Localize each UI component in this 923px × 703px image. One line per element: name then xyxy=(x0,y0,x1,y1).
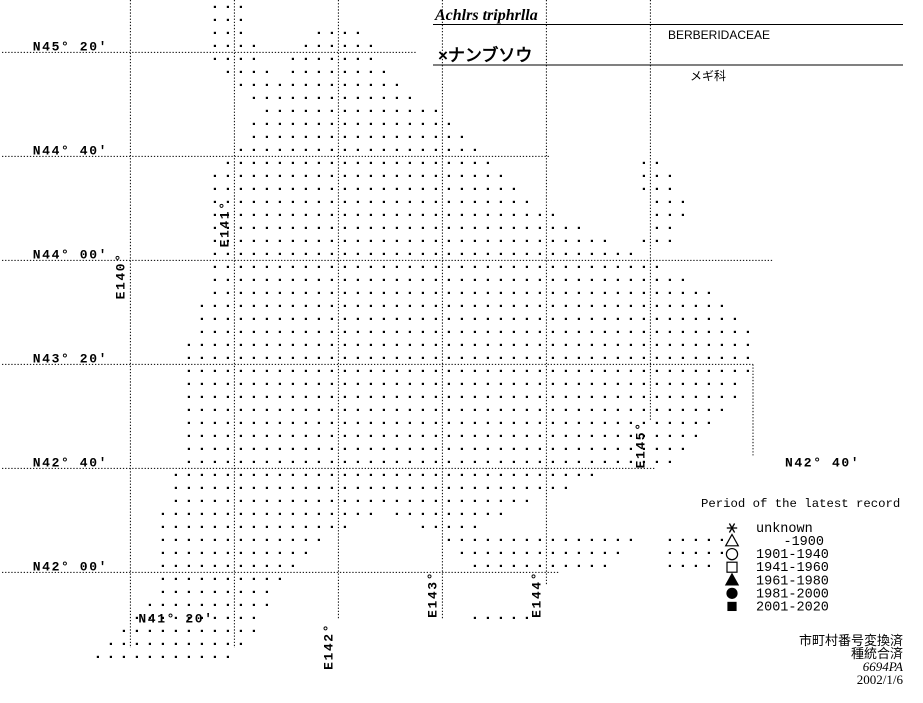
svg-text:N43° 20′: N43° 20′ xyxy=(33,351,108,366)
svg-text:N42° 00′: N42° 00′ xyxy=(33,559,108,574)
svg-text:N44° 40′: N44° 40′ xyxy=(33,143,108,158)
svg-text:N42° 40′: N42° 40′ xyxy=(33,455,108,470)
svg-text:E140°: E140° xyxy=(113,252,128,299)
svg-text:N45° 20′: N45° 20′ xyxy=(33,39,108,54)
svg-text:N44° 00′: N44° 00′ xyxy=(33,247,108,262)
svg-text:E144°: E144° xyxy=(529,571,544,618)
svg-text:E145°: E145° xyxy=(633,421,648,468)
svg-text:N41° 20′: N41° 20′ xyxy=(138,611,213,626)
svg-text:E142°: E142° xyxy=(321,623,336,670)
svg-text:E143°: E143° xyxy=(425,571,440,618)
svg-text:×ナンブソウ: ×ナンブソウ xyxy=(438,45,532,65)
svg-text:N42° 40′: N42° 40′ xyxy=(785,455,860,470)
svg-text:BERBERIDACEAE: BERBERIDACEAE xyxy=(668,28,770,42)
svg-text:2001-2020: 2001-2020 xyxy=(756,600,829,615)
svg-text:E141°: E141° xyxy=(217,200,232,247)
svg-text:メギ科: メギ科 xyxy=(690,69,726,83)
svg-text:2002/1/6: 2002/1/6 xyxy=(857,672,904,687)
svg-text:Period of the latest record: Period of the latest record xyxy=(701,497,900,511)
svg-text:Achlrs triphrlla: Achlrs triphrlla xyxy=(434,7,538,24)
